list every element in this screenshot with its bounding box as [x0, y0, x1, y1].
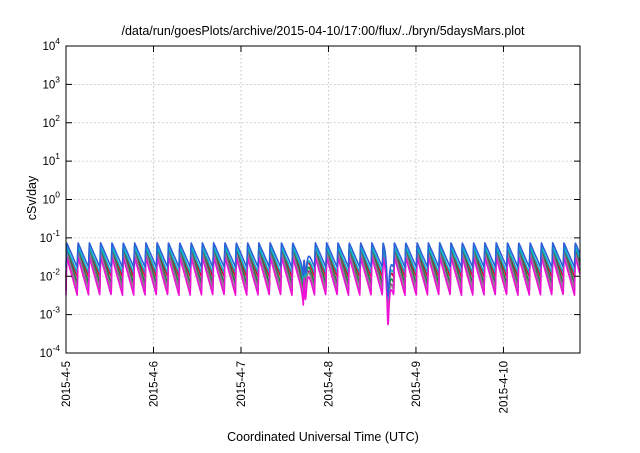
y-tick-label: 102: [42, 113, 60, 130]
x-tick-label: 2015-4-6: [148, 361, 160, 407]
series-group: [65, 242, 581, 326]
series-line: [65, 256, 581, 326]
series-line: [65, 245, 581, 300]
x-tick-label: 2015-4-7: [236, 361, 248, 407]
grid: [66, 46, 580, 353]
axis-ticks: 10-4 10-3 10-2 10-1 100 101 102 103 104 2015-4-5 2…: [40, 36, 580, 413]
series-line: [65, 242, 581, 297]
x-tick-label: 2015-4-5: [61, 361, 73, 407]
y-tick-label: 10-3: [40, 305, 61, 322]
series-line: [65, 248, 581, 308]
series-line: [65, 252, 581, 317]
x-tick-label: 2015-4-8: [323, 361, 335, 407]
y-tick-label: 10-2: [40, 266, 61, 283]
y-tick-label: 103: [42, 74, 60, 91]
x-tick-label: 2015-4-9: [411, 361, 423, 407]
chart-title: /data/run/goesPlots/archive/2015-04-10/1…: [121, 24, 525, 38]
y-axis-label: cSv/day: [25, 175, 39, 220]
y-tick-label: 10-4: [40, 343, 61, 360]
x-axis-label: Coordinated Universal Time (UTC): [227, 430, 419, 444]
y-tick-label: 104: [42, 36, 60, 53]
y-tick-label: 101: [42, 151, 60, 168]
y-tick-label: 100: [42, 190, 60, 207]
y-tick-label: 10-1: [40, 228, 61, 245]
x-tick-label: 2015-4-10: [498, 361, 510, 413]
series-line: [65, 247, 581, 294]
